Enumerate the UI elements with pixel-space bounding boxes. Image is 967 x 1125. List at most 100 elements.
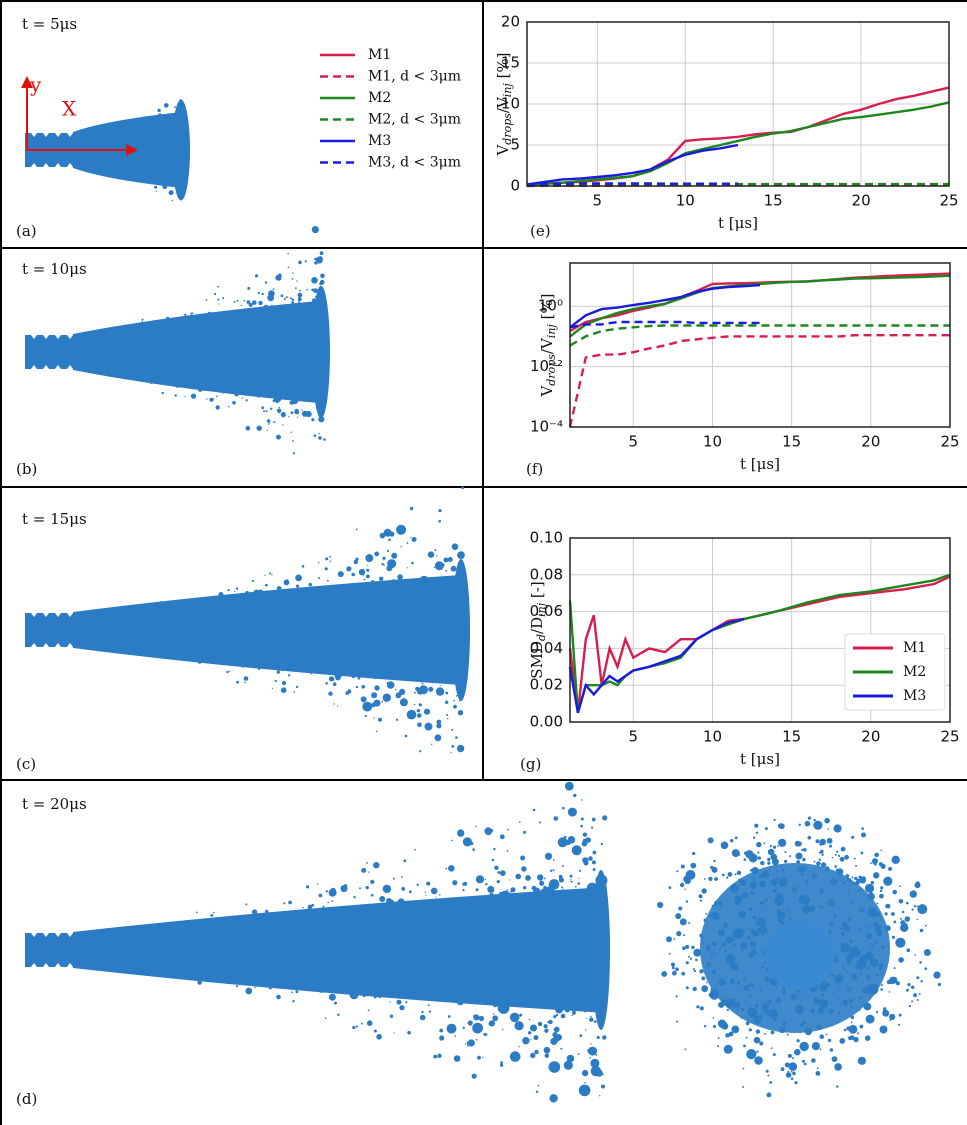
droplet xyxy=(134,142,136,145)
droplet xyxy=(490,829,494,832)
droplet xyxy=(589,1017,594,1022)
droplet xyxy=(801,848,804,852)
droplet xyxy=(176,142,180,146)
droplet xyxy=(295,951,297,954)
droplet xyxy=(263,382,266,385)
droplet xyxy=(162,342,165,345)
droplet xyxy=(122,158,125,160)
droplet xyxy=(355,668,358,671)
droplet xyxy=(192,945,194,947)
droplet xyxy=(253,977,256,980)
droplet xyxy=(292,602,296,606)
plot-frame xyxy=(569,537,951,723)
droplet xyxy=(226,368,229,372)
droplet xyxy=(412,607,414,610)
droplet xyxy=(453,941,455,943)
droplet xyxy=(528,985,532,988)
droplet xyxy=(147,344,151,349)
droplet xyxy=(509,879,511,881)
droplet xyxy=(436,636,442,641)
droplet xyxy=(376,1034,382,1040)
droplet xyxy=(224,370,228,374)
droplet xyxy=(142,135,144,137)
droplet xyxy=(199,934,204,939)
droplet xyxy=(95,957,99,961)
droplet xyxy=(224,354,229,358)
droplet xyxy=(205,371,210,376)
droplet xyxy=(541,928,550,938)
droplet xyxy=(455,612,464,620)
droplet xyxy=(420,938,426,945)
droplet xyxy=(355,669,358,672)
droplet xyxy=(535,1090,539,1094)
droplet xyxy=(834,1063,842,1071)
arrow-head xyxy=(21,76,33,88)
droplet xyxy=(518,968,528,977)
droplet xyxy=(228,936,231,938)
droplet xyxy=(850,1015,855,1020)
droplet xyxy=(428,686,434,692)
droplet xyxy=(523,991,525,994)
droplet xyxy=(544,886,555,897)
y-axis-label-part: [%] xyxy=(538,293,556,324)
x-tick-label: 5 xyxy=(593,192,603,210)
droplet xyxy=(393,971,396,974)
droplet xyxy=(498,914,503,920)
droplet xyxy=(256,646,259,649)
droplet xyxy=(338,932,340,935)
droplet xyxy=(382,612,385,615)
droplet xyxy=(837,854,841,858)
droplet xyxy=(692,986,697,992)
series-line xyxy=(569,320,760,329)
droplet xyxy=(254,274,259,278)
droplet xyxy=(398,667,401,670)
droplet xyxy=(408,940,414,946)
droplet xyxy=(417,654,421,658)
droplet xyxy=(103,358,108,362)
droplet xyxy=(764,1032,767,1035)
droplet xyxy=(222,297,225,300)
droplet xyxy=(148,623,150,625)
droplet xyxy=(893,920,897,924)
droplet xyxy=(475,977,479,981)
droplet xyxy=(566,1054,575,1063)
droplet xyxy=(711,866,718,873)
droplet xyxy=(371,599,379,607)
droplet xyxy=(191,342,193,344)
droplet xyxy=(294,634,297,637)
droplet xyxy=(168,135,171,138)
droplet xyxy=(552,946,557,951)
droplet xyxy=(120,152,123,155)
droplet xyxy=(102,145,104,147)
droplet xyxy=(180,967,184,970)
droplet xyxy=(924,967,928,970)
droplet xyxy=(437,1053,442,1059)
droplet xyxy=(267,950,270,952)
droplet xyxy=(373,1029,377,1033)
droplet xyxy=(431,654,435,658)
droplet xyxy=(412,667,415,670)
droplet xyxy=(255,335,257,338)
droplet xyxy=(458,626,465,634)
liquid-core xyxy=(73,575,457,685)
droplet xyxy=(831,856,834,859)
droplet xyxy=(317,368,322,373)
droplet xyxy=(221,946,225,949)
droplet xyxy=(227,944,231,948)
droplet xyxy=(153,166,156,170)
droplet xyxy=(407,1030,411,1035)
droplet xyxy=(410,944,414,948)
droplet xyxy=(288,416,290,418)
droplet xyxy=(499,979,503,984)
droplet xyxy=(236,680,240,684)
droplet xyxy=(590,922,592,925)
droplet xyxy=(218,303,220,305)
droplet xyxy=(185,932,188,935)
droplet xyxy=(269,942,273,946)
droplet xyxy=(253,341,256,344)
droplet xyxy=(169,125,173,128)
droplet xyxy=(240,617,243,620)
droplet xyxy=(311,330,316,335)
droplet xyxy=(101,155,103,157)
droplet xyxy=(134,146,137,148)
